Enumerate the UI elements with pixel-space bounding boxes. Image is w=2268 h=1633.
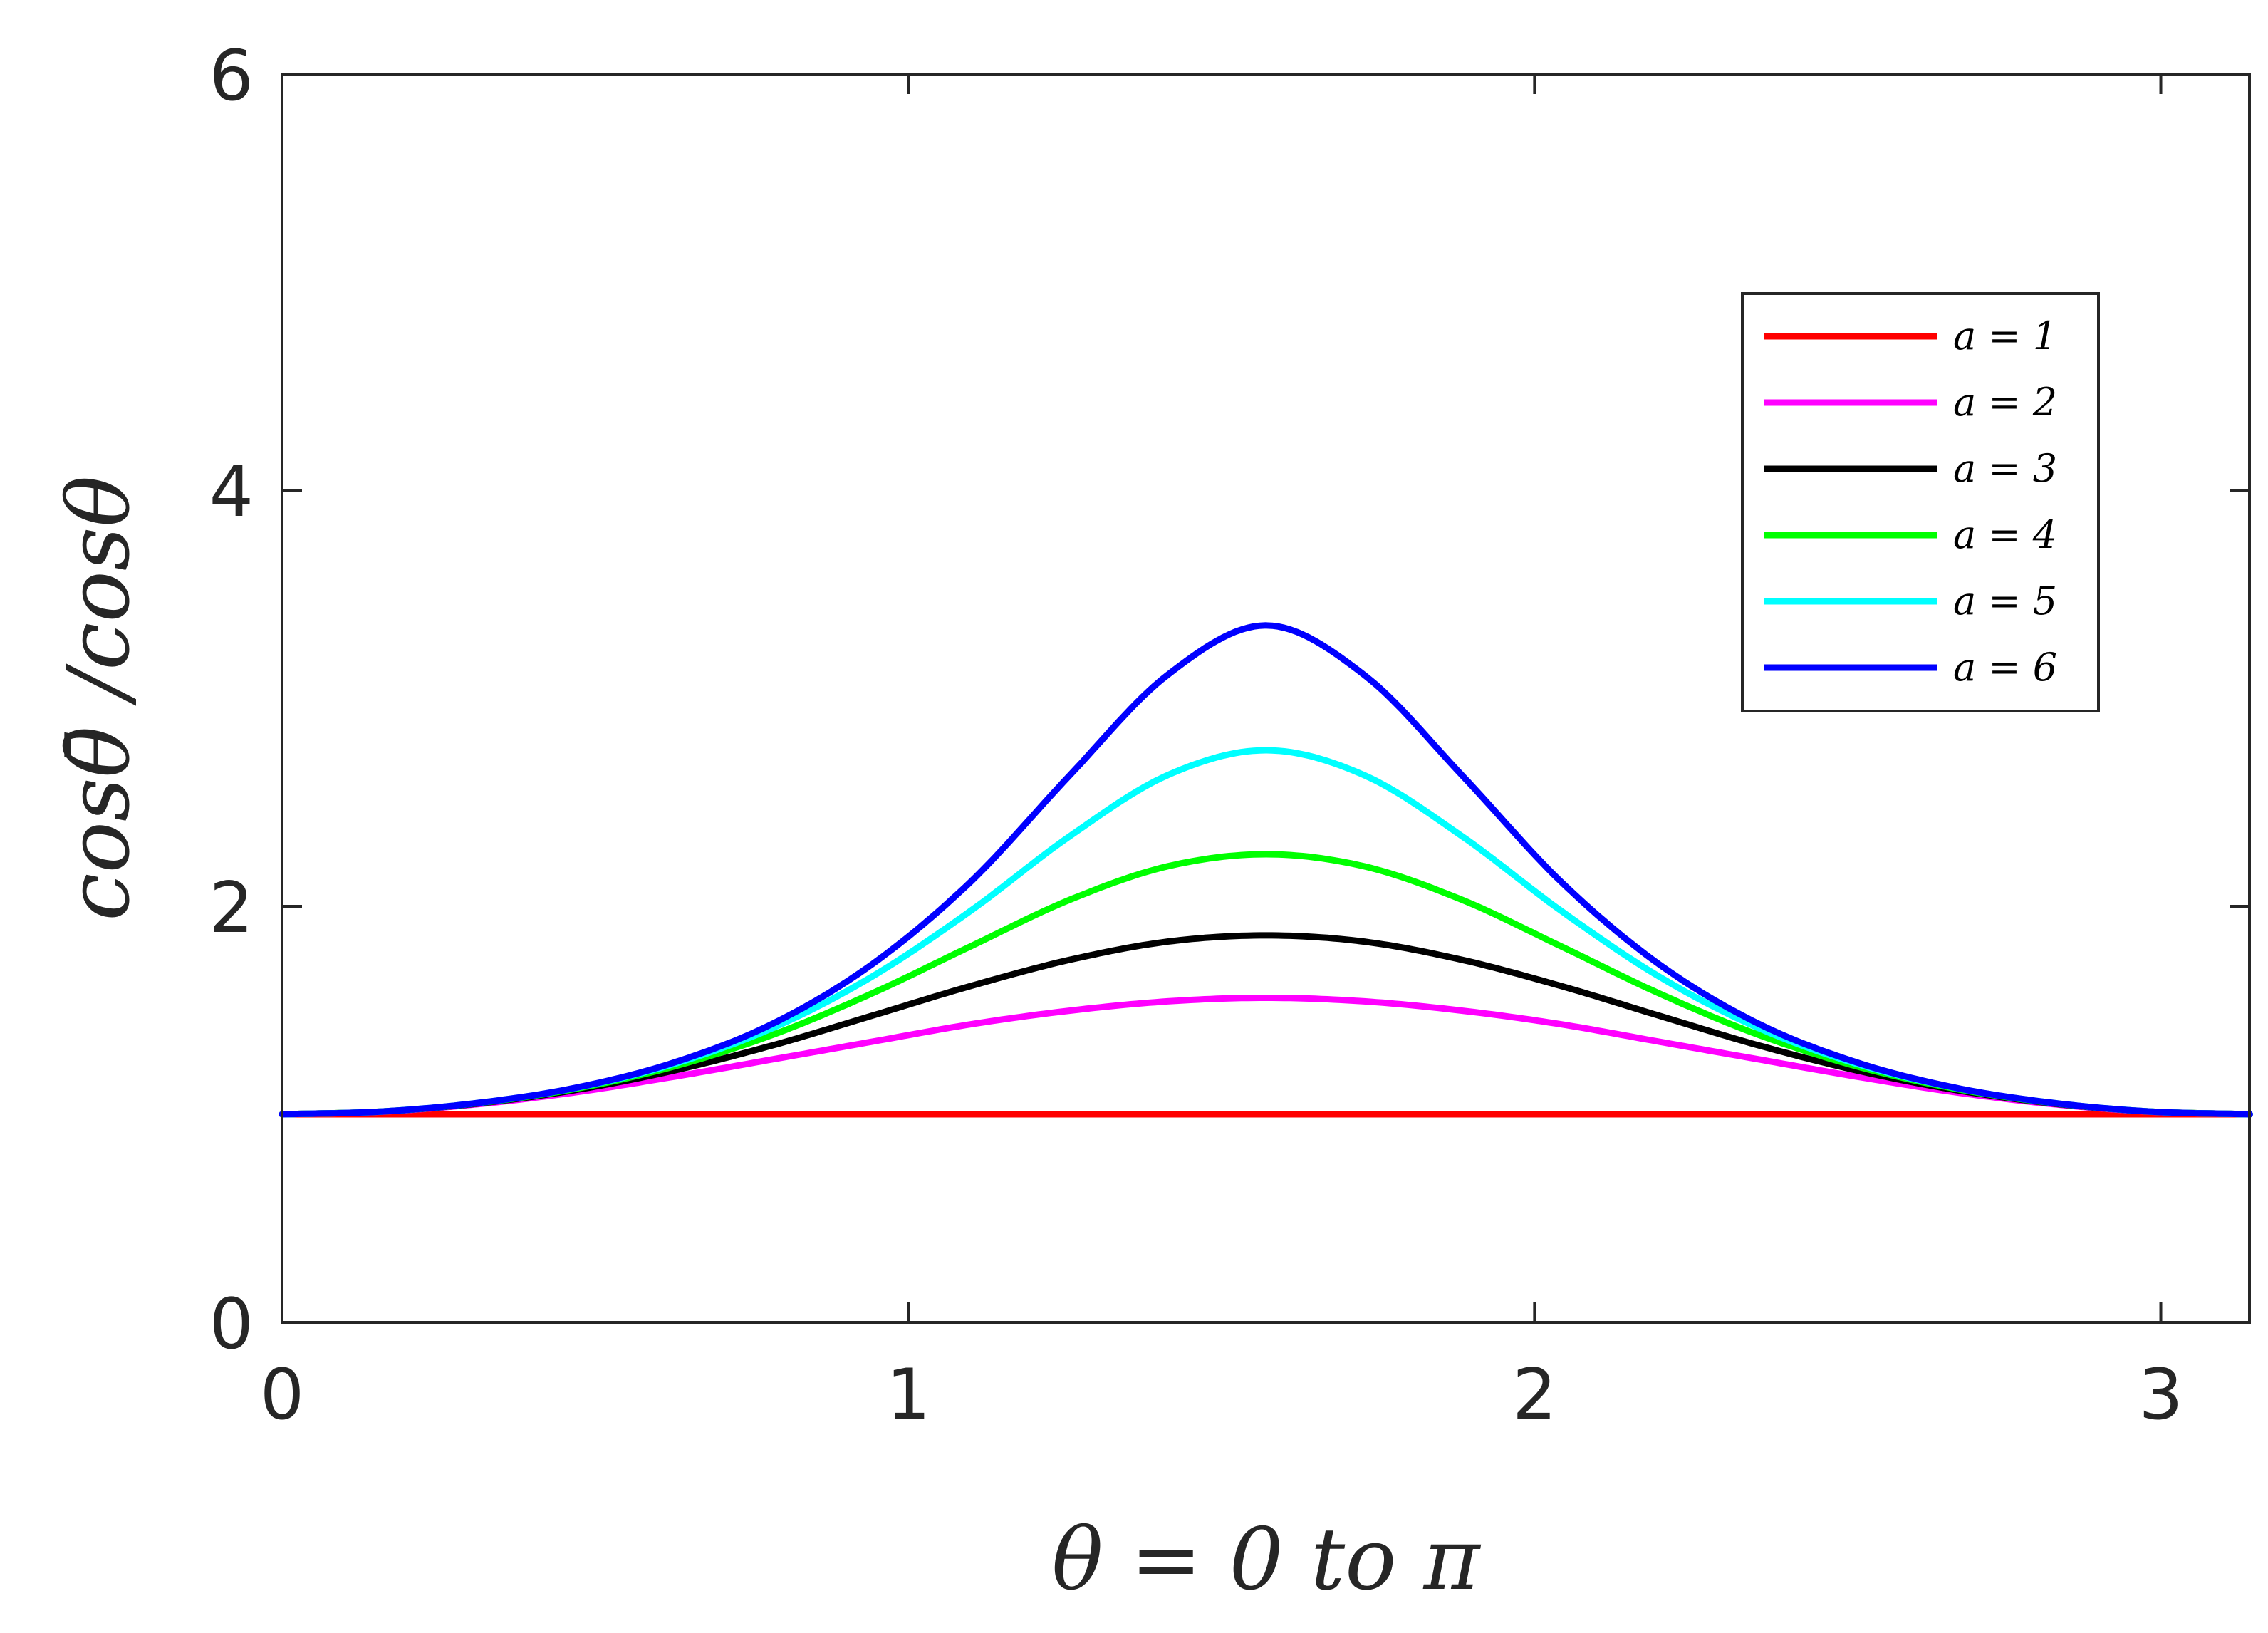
y-tick-label: 0 xyxy=(209,1284,254,1365)
x-tick-label: 3 xyxy=(2138,1354,2183,1436)
x-tick-label: 2 xyxy=(1512,1354,1556,1436)
legend-label-6: a = 6 xyxy=(1953,645,2057,690)
series-line-6 xyxy=(279,622,2253,1118)
labels-layer: 0 1 2 3 0 2 4 6 θ = 0 to π cosθ̄ /cosθ xyxy=(50,36,2183,1609)
y-tick-label: 6 xyxy=(209,36,254,117)
legend-label-2: a = 2 xyxy=(1953,380,2057,425)
axes-layer xyxy=(281,73,2251,1324)
y-tick-label: 2 xyxy=(209,868,254,949)
x-tick-label: 0 xyxy=(260,1354,304,1436)
y-axis-title: cosθ̄ /cosθ xyxy=(50,475,149,921)
legend-label-1: a = 1 xyxy=(1953,313,2057,358)
legend: a = 1 a = 2 a = 3 a = 4 a = 5 a = 6 xyxy=(1741,292,2100,712)
plot-frame xyxy=(281,73,2251,1324)
y-tick-label: 4 xyxy=(209,452,254,533)
legend-label-3: a = 3 xyxy=(1953,446,2057,491)
x-axis-title: θ = 0 to π xyxy=(1051,1510,1481,1609)
legend-label-4: a = 4 xyxy=(1953,512,2057,557)
legend-label-5: a = 5 xyxy=(1953,579,2057,623)
legend-box xyxy=(1741,292,2100,712)
series-layer xyxy=(279,622,2253,1118)
x-tick-label: 1 xyxy=(886,1354,930,1436)
series-line-2 xyxy=(279,995,2253,1118)
